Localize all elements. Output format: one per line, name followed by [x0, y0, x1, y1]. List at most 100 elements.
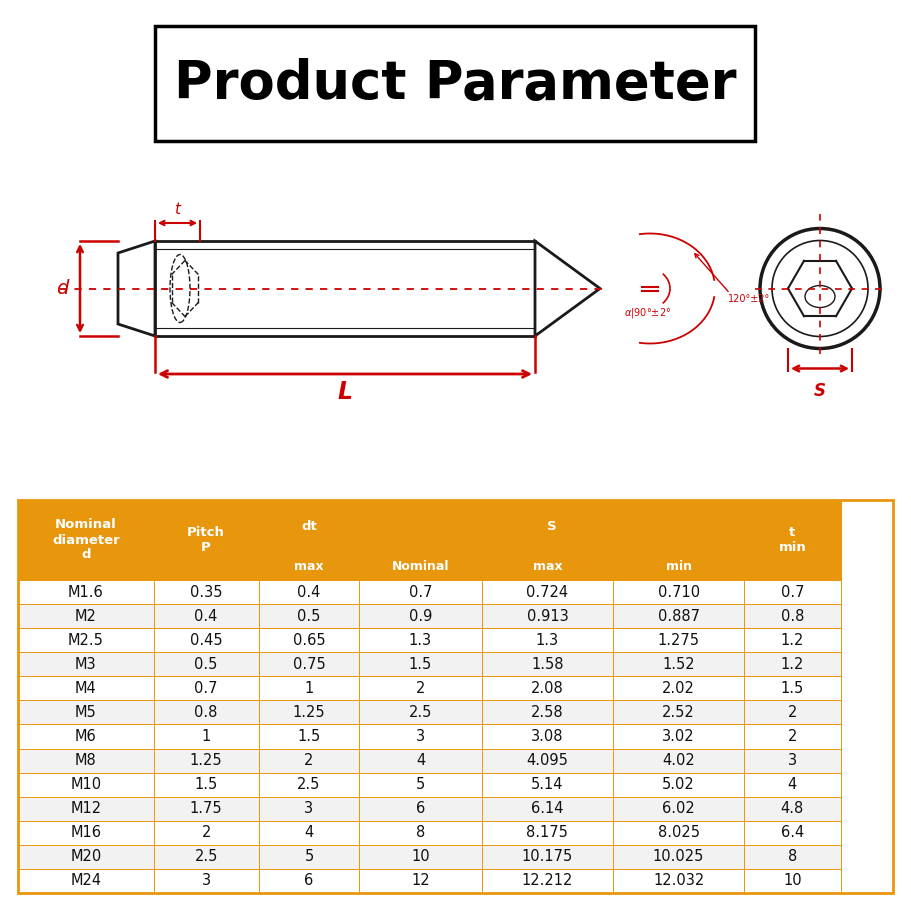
Text: 0.45: 0.45: [189, 633, 222, 648]
Bar: [259, 500, 359, 552]
Bar: [18, 500, 154, 580]
Bar: [359, 629, 482, 652]
Text: 1.5: 1.5: [781, 681, 804, 696]
Polygon shape: [118, 241, 155, 336]
Bar: [259, 701, 359, 724]
Text: 0.9: 0.9: [409, 609, 432, 624]
Bar: [18, 773, 154, 797]
Bar: [18, 500, 893, 893]
Bar: [359, 580, 482, 604]
Bar: [154, 701, 259, 724]
Text: M16: M16: [70, 825, 101, 840]
Bar: [359, 749, 482, 773]
Bar: [613, 580, 744, 604]
Bar: [154, 749, 259, 773]
Text: 1.5: 1.5: [297, 729, 321, 744]
Text: 1.52: 1.52: [662, 657, 695, 671]
Bar: [18, 797, 154, 821]
Bar: [18, 580, 154, 604]
Text: Product Parameter: Product Parameter: [174, 58, 736, 110]
Bar: [613, 652, 744, 676]
Text: 1.25: 1.25: [292, 705, 325, 720]
Bar: [613, 797, 744, 821]
Bar: [154, 500, 259, 580]
Bar: [744, 844, 841, 869]
Bar: [154, 844, 259, 869]
Text: 8: 8: [788, 849, 797, 865]
Text: 12.212: 12.212: [522, 874, 573, 888]
Text: max: max: [294, 559, 323, 572]
Text: 0.5: 0.5: [297, 609, 321, 624]
Text: 1.5: 1.5: [409, 657, 432, 671]
Text: 5.02: 5.02: [662, 777, 695, 793]
Bar: [154, 773, 259, 797]
Bar: [359, 869, 482, 893]
Text: 2: 2: [415, 681, 425, 696]
Circle shape: [772, 241, 868, 336]
Text: 2.52: 2.52: [662, 705, 695, 720]
Text: 2.5: 2.5: [194, 849, 218, 865]
Bar: [259, 652, 359, 676]
Text: 0.724: 0.724: [527, 585, 568, 599]
Bar: [259, 821, 359, 844]
Bar: [744, 580, 841, 604]
Bar: [18, 724, 154, 749]
Bar: [613, 629, 744, 652]
Bar: [744, 821, 841, 844]
Text: 0.65: 0.65: [292, 633, 325, 648]
Text: 2: 2: [304, 753, 313, 768]
Bar: [18, 604, 154, 629]
Text: 0.8: 0.8: [194, 705, 218, 720]
Bar: [259, 749, 359, 773]
Text: 2: 2: [788, 705, 797, 720]
Text: 6.4: 6.4: [781, 825, 804, 840]
Bar: [259, 676, 359, 701]
Text: 1.3: 1.3: [536, 633, 559, 648]
Text: 1.2: 1.2: [781, 657, 804, 671]
Text: 1: 1: [304, 681, 313, 696]
Text: M8: M8: [75, 753, 97, 768]
Bar: [359, 676, 482, 701]
Bar: [744, 652, 841, 676]
Text: 6: 6: [304, 874, 313, 888]
Text: 10.175: 10.175: [522, 849, 573, 865]
Text: 4: 4: [304, 825, 313, 840]
Bar: [359, 604, 482, 629]
Bar: [744, 724, 841, 749]
Text: 0.710: 0.710: [658, 585, 700, 599]
Text: 3: 3: [416, 729, 425, 744]
Text: 1.58: 1.58: [531, 657, 564, 671]
Text: 0.5: 0.5: [194, 657, 218, 671]
Bar: [154, 676, 259, 701]
Bar: [154, 629, 259, 652]
Bar: [18, 701, 154, 724]
Text: 4.095: 4.095: [527, 753, 568, 768]
Bar: [154, 724, 259, 749]
Text: 120°±2°: 120°±2°: [728, 293, 770, 303]
Text: max: max: [533, 559, 562, 572]
Polygon shape: [155, 241, 535, 336]
Text: 1.275: 1.275: [658, 633, 700, 648]
Bar: [744, 749, 841, 773]
Text: 0.4: 0.4: [194, 609, 218, 624]
Bar: [744, 701, 841, 724]
Text: 6.02: 6.02: [662, 802, 695, 816]
Text: 4.02: 4.02: [662, 753, 695, 768]
Bar: [482, 552, 613, 580]
Text: 4.8: 4.8: [781, 802, 804, 816]
Bar: [613, 604, 744, 629]
Text: 8: 8: [416, 825, 425, 840]
Bar: [613, 701, 744, 724]
Text: 0.887: 0.887: [658, 609, 700, 624]
Bar: [482, 749, 613, 773]
Text: 0.35: 0.35: [189, 585, 222, 599]
Text: 1.2: 1.2: [781, 633, 804, 648]
Text: 1: 1: [201, 729, 210, 744]
Text: 1.3: 1.3: [409, 633, 432, 648]
Text: 10.025: 10.025: [653, 849, 704, 865]
Text: M1.6: M1.6: [68, 585, 104, 599]
Bar: [613, 552, 744, 580]
Bar: [259, 869, 359, 893]
Bar: [154, 797, 259, 821]
Bar: [359, 844, 482, 869]
